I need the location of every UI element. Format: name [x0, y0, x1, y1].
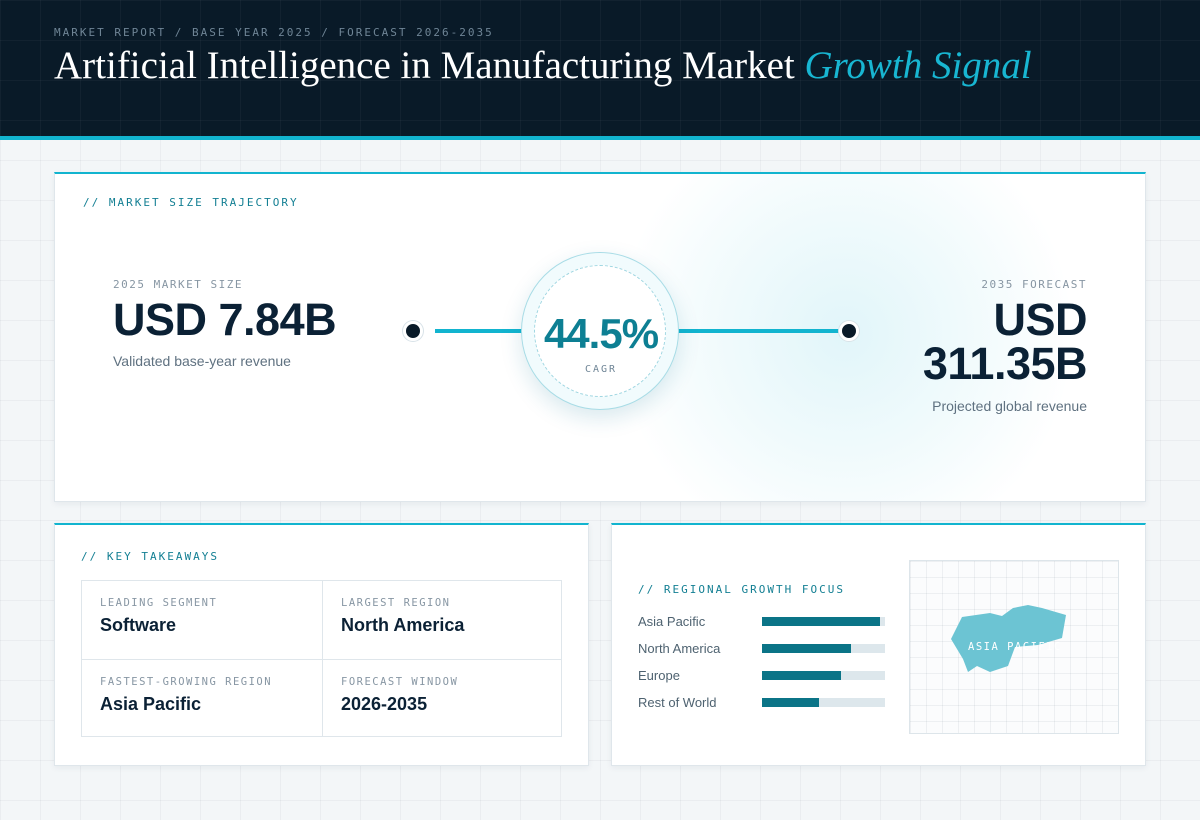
region-row-north-america: North America [638, 641, 888, 656]
takeaway-label: LARGEST REGION [341, 597, 451, 609]
region-name: North America [638, 641, 721, 656]
region-bar-fill [762, 617, 881, 626]
report-kicker: MARKET REPORT / BASE YEAR 2025 / FORECAS… [54, 26, 494, 39]
region-bar-track [762, 671, 885, 680]
region-map: ASIA PACIFIC [909, 560, 1119, 734]
region-name: Asia Pacific [638, 614, 706, 629]
page-title: Artificial Intelligence in Manufacturing… [54, 43, 1032, 88]
takeaway-forecast-window: FORECAST WINDOW 2026-2035 [322, 659, 562, 736]
end-dot [839, 321, 859, 341]
region-bar-fill [762, 671, 841, 680]
report-header: MARKET REPORT / BASE YEAR 2025 / FORECAS… [0, 0, 1200, 140]
takeaway-leading-segment: LEADING SEGMENT Software [82, 581, 322, 659]
title-accent: Growth Signal [804, 44, 1032, 87]
region-name: Europe [638, 668, 680, 683]
market-size-card: // MARKET SIZE TRAJECTORY 2025 MARKET SI… [54, 172, 1146, 502]
asia-pacific-map-shape [951, 605, 1066, 672]
takeaway-value: Asia Pacific [100, 694, 202, 714]
end-stat-value: USD 311.35B [922, 294, 1088, 389]
start-dot [403, 321, 423, 341]
start-stat-label: 2025 MARKET SIZE [113, 278, 243, 291]
cagr-badge: 44.5% CAGR [521, 252, 679, 410]
end-stat-label: 2035 FORECAST [981, 278, 1087, 291]
takeaways-grid: LEADING SEGMENT Software LARGEST REGION … [81, 580, 562, 737]
takeaway-label: LEADING SEGMENT [100, 597, 218, 609]
map-region-label: ASIA PACIFIC [968, 641, 1062, 653]
start-stat-sub: Validated base-year revenue [113, 353, 291, 369]
card-label: // MARKET SIZE TRAJECTORY [83, 196, 299, 209]
takeaway-largest-region: LARGEST REGION North America [322, 581, 562, 659]
cagr-inner-ring: 44.5% CAGR [534, 265, 666, 397]
region-row-asia-pacific: Asia Pacific [638, 614, 888, 629]
regional-growth-card: // REGIONAL GROWTH FOCUS Asia Pacific No… [611, 523, 1146, 766]
takeaway-fastest-region: FASTEST-GROWING REGION Asia Pacific [82, 659, 322, 736]
region-bar-track [762, 617, 885, 626]
region-bar-fill [762, 644, 851, 653]
end-stat-value-line1: USD [993, 294, 1087, 345]
region-row-europe: Europe [638, 668, 888, 683]
end-stat-value-line2: 311.35B [922, 338, 1088, 389]
title-main: Artificial Intelligence in Manufacturing… [54, 44, 805, 87]
region-bar-track [762, 644, 885, 653]
start-stat-value: USD 7.84B [113, 294, 337, 345]
cagr-value: 44.5% [543, 310, 659, 357]
region-bar-fill [762, 698, 819, 707]
cagr-label: CAGR [584, 364, 618, 375]
takeaway-label: FORECAST WINDOW [341, 676, 459, 688]
takeaway-value: North America [341, 615, 465, 635]
takeaway-value: Software [100, 615, 177, 635]
region-name: Rest of World [638, 695, 717, 710]
card-label: // KEY TAKEAWAYS [81, 550, 219, 563]
region-row-rest-of-world: Rest of World [638, 695, 888, 710]
takeaway-value: 2026-2035 [341, 694, 428, 714]
takeaway-label: FASTEST-GROWING REGION [100, 676, 273, 688]
region-bar-track [762, 698, 885, 707]
key-takeaways-card: // KEY TAKEAWAYS LEADING SEGMENT Softwar… [54, 523, 589, 766]
end-stat-sub: Projected global revenue [932, 398, 1087, 414]
card-label: // REGIONAL GROWTH FOCUS [638, 583, 845, 596]
